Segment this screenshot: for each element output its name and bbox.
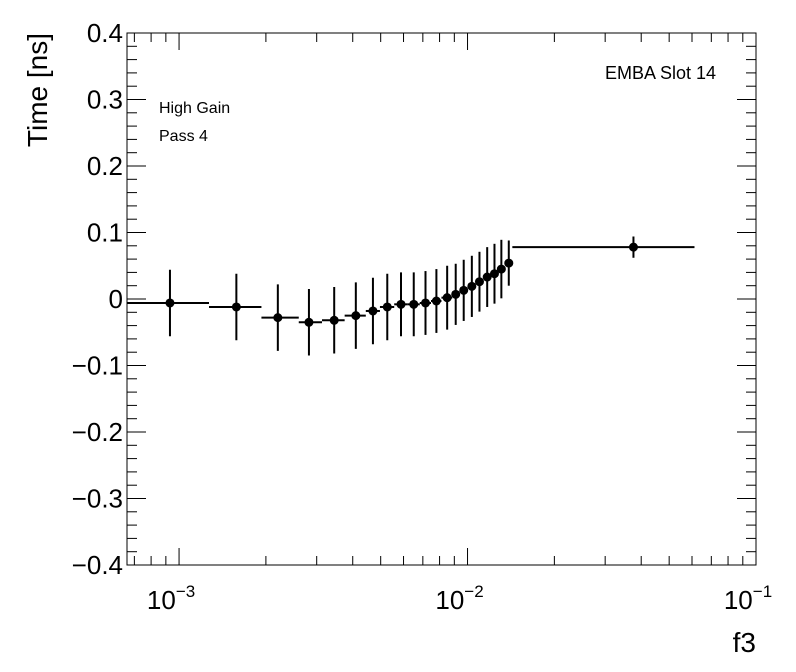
x-tick-base: 10 [724, 585, 753, 615]
data-point-group [451, 263, 461, 325]
x-tick-exponent: −3 [176, 582, 195, 601]
data-point [420, 298, 430, 308]
data-point [329, 315, 339, 325]
plot-frame [126, 32, 757, 566]
data-point [496, 264, 506, 274]
data-point [396, 299, 406, 309]
y-tick-label: −0.2 [72, 417, 123, 447]
data-point-group [474, 251, 484, 312]
data-point [467, 281, 477, 291]
y-tick-labels: −0.4 −0.3 −0.2 −0.1 0 0.1 0.2 0.3 0.4 [72, 18, 123, 580]
data-point [368, 306, 378, 316]
data-marks [127, 236, 695, 356]
data-point [482, 272, 492, 282]
data-point [442, 293, 452, 303]
y-tick-label: −0.1 [72, 351, 123, 381]
data-point [489, 269, 499, 279]
y-tick-label: −0.4 [72, 550, 123, 580]
x-tick-label: 10−2 [435, 582, 483, 615]
data-point-group [344, 282, 366, 349]
y-tick-label: 0.4 [87, 18, 123, 48]
data-point [382, 302, 392, 312]
data-point [351, 311, 361, 321]
data-point [304, 317, 314, 327]
data-point [474, 277, 484, 287]
data-point [451, 289, 461, 299]
slot-annotation: EMBA Slot 14 [605, 63, 716, 83]
data-point-group [512, 236, 695, 258]
data-point-group [430, 269, 442, 333]
data-point-group [441, 265, 453, 330]
y-tick-label: −0.3 [72, 484, 123, 514]
x-tick-label: 10−3 [147, 582, 195, 615]
x-tick-labels: 10−3 10−2 10−1 [147, 582, 772, 615]
data-point [504, 258, 514, 268]
data-point-group [496, 239, 506, 299]
data-point [231, 302, 241, 312]
data-point-group [209, 273, 262, 341]
data-point-group [419, 271, 431, 335]
data-point-group [127, 269, 210, 337]
data-point-group [407, 272, 420, 337]
data-point-group [394, 272, 408, 337]
y-tick-label: 0.1 [87, 218, 123, 248]
data-point [628, 242, 638, 252]
data-point-group [459, 259, 469, 321]
data-point-group [379, 273, 395, 341]
gain-annotation: High Gain [159, 100, 230, 117]
data-point-group [365, 277, 380, 345]
data-point-group [482, 247, 492, 307]
data-point-group [322, 287, 345, 354]
data-point [165, 298, 175, 308]
y-tick-label: 0.2 [87, 151, 123, 181]
x-tick-exponent: −2 [464, 582, 483, 601]
x-tick-label: 10−1 [724, 582, 772, 615]
y-axis-title: Time [ns] [22, 33, 53, 147]
x-axis-title: f3 [733, 627, 756, 658]
data-point [459, 285, 469, 295]
data-point-group [261, 284, 299, 351]
data-point [409, 299, 419, 309]
x-tick-exponent: −1 [753, 582, 772, 601]
data-point-group [467, 255, 477, 317]
data-point-group [504, 240, 514, 286]
data-point [431, 296, 441, 306]
data-point-group [298, 289, 323, 356]
x-tick-base: 10 [147, 585, 176, 615]
data-point-group [489, 243, 499, 304]
pass-annotation: Pass 4 [159, 128, 208, 145]
minor-ticks [127, 33, 756, 565]
data-point [273, 313, 283, 323]
y-tick-label: 0.3 [87, 85, 123, 115]
x-tick-base: 10 [435, 585, 464, 615]
y-tick-label: 0 [109, 284, 123, 314]
